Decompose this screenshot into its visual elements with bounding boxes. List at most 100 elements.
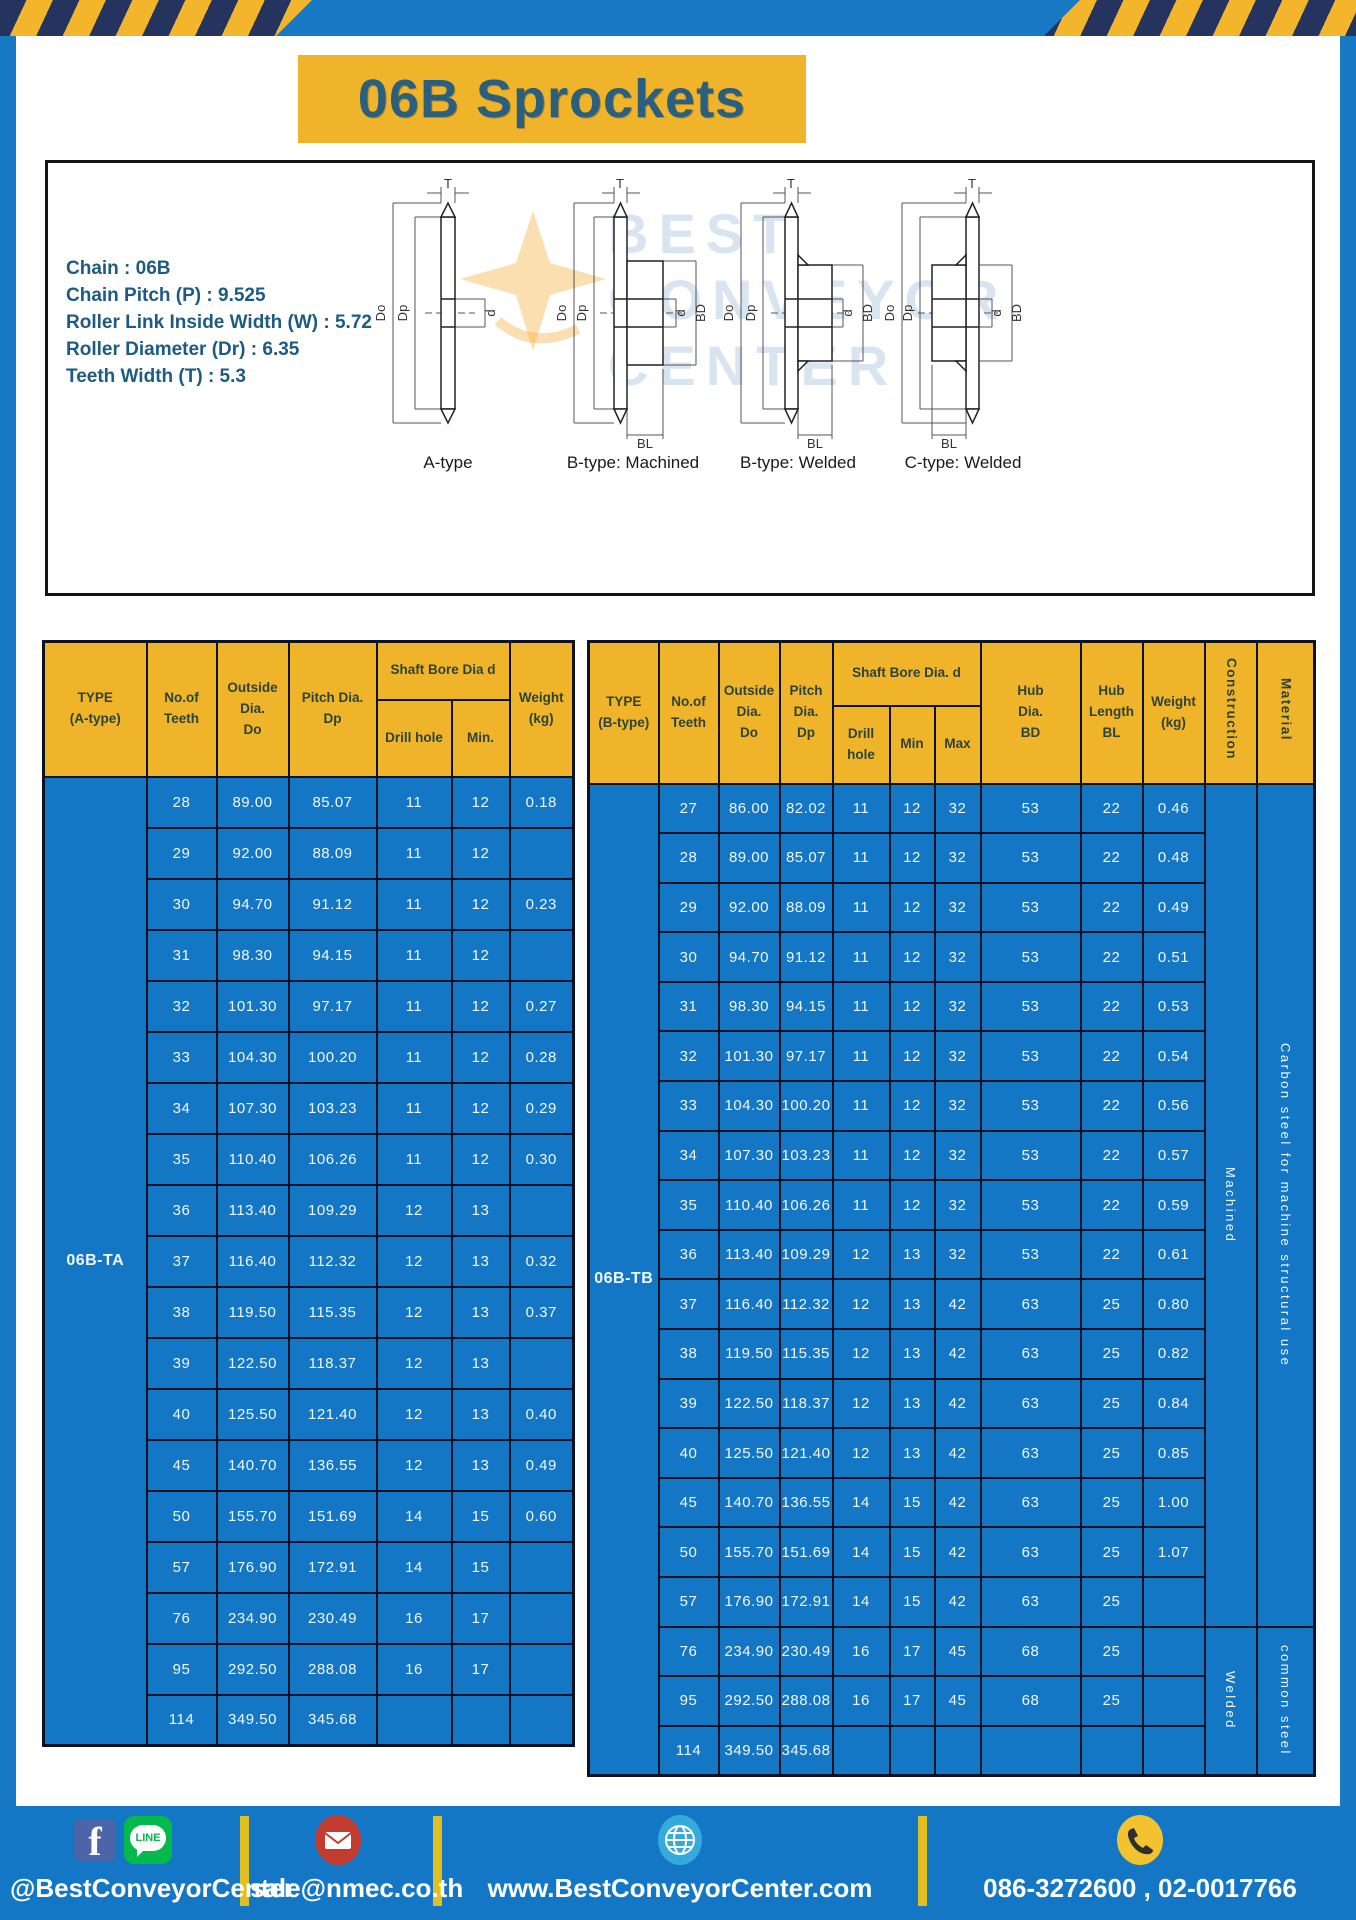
- cell-hub-dia: 68: [979, 1675, 1082, 1727]
- dim-label: d: [840, 309, 855, 316]
- cell-hub-dia: 53: [979, 980, 1082, 1033]
- table-row: 57 176.90 172.91 14 15 42 63 25: [589, 1576, 1315, 1628]
- spec-line: Chain : 06B: [66, 258, 171, 279]
- material-cell: Carbon steel for machine structural use: [1255, 782, 1316, 1628]
- cell-hub-dia: 53: [979, 1030, 1082, 1083]
- cell-pitch-dia: 100.20: [287, 1030, 378, 1084]
- cell-max: 42: [933, 1576, 982, 1628]
- cell-pitch-dia: 94.15: [778, 980, 834, 1033]
- cell-weight: 0.60: [508, 1489, 575, 1543]
- cell-min: 12: [888, 1179, 936, 1231]
- email-icon[interactable]: [313, 1815, 363, 1865]
- cell-teeth: 38: [657, 1328, 720, 1380]
- cell-pitch-dia: 106.26: [287, 1132, 378, 1186]
- cell-teeth: 34: [145, 1081, 218, 1135]
- footer-social-group[interactable]: f LINE @BestConveyorCenter: [10, 1812, 294, 1904]
- cell-weight: [508, 1693, 575, 1747]
- cell-pitch-dia: 85.07: [287, 775, 378, 829]
- cell-outside-dia: 89.00: [717, 832, 781, 884]
- table-row: 39 122.50 118.37 12 13 42 63 25 0.84: [589, 1377, 1315, 1430]
- cell-pitch-dia: 121.40: [778, 1427, 834, 1479]
- cell-weight: 0.30: [508, 1132, 575, 1186]
- line-icon[interactable]: LINE: [124, 1816, 172, 1864]
- cell-outside-dia: 140.70: [717, 1476, 781, 1529]
- cell-pitch-dia: 88.09: [778, 881, 834, 934]
- b-type-welded-drawing: T Do Dp d BD BL B-type: Welded: [713, 177, 883, 473]
- cell-max: 32: [933, 782, 982, 835]
- header-type: TYPE (A-type): [42, 640, 148, 778]
- cell-weight: 0.53: [1141, 980, 1206, 1033]
- cell-teeth: 31: [145, 928, 218, 982]
- cell-drill-hole: [375, 1693, 453, 1747]
- cell-min: 13: [888, 1328, 936, 1380]
- cell-hub-length: 25: [1079, 1328, 1144, 1380]
- cell-hub-length: 25: [1079, 1377, 1144, 1430]
- footer-website-group[interactable]: www.BestConveyorCenter.com: [460, 1812, 900, 1904]
- cell-pitch-dia: 91.12: [287, 877, 378, 931]
- cell-min: 15: [450, 1489, 511, 1543]
- cell-drill-hole: 11: [831, 1179, 891, 1231]
- header-outside-dia: Outside Dia. Do: [215, 640, 290, 778]
- website-url[interactable]: www.BestConveyorCenter.com: [487, 1873, 873, 1903]
- header-shaft-bore: Shaft Bore Dia. d: [831, 640, 982, 707]
- footer-email-group[interactable]: sale@nmec.co.th: [250, 1812, 464, 1904]
- dim-label: Dp: [395, 305, 410, 322]
- table-row: 29 92.00 88.09 11 12 32 53 22 0.49: [589, 881, 1315, 934]
- social-handle[interactable]: @BestConveyorCenter: [10, 1873, 294, 1903]
- cell-min: 12: [888, 1030, 936, 1083]
- table-row: 45 140.70 136.55 12 13 0.49: [44, 1438, 575, 1492]
- table-row: 35 110.40 106.26 11 12 0.30: [44, 1132, 575, 1186]
- cell-teeth: 27: [657, 782, 720, 835]
- cell-min: 12: [888, 1129, 936, 1182]
- table-row: 40 125.50 121.40 12 13 42 63 25 0.85: [589, 1427, 1315, 1479]
- spec-line: Teeth Width (T) : 5.3: [66, 366, 246, 387]
- cell-drill-hole: 14: [375, 1540, 453, 1594]
- cell-pitch-dia: 345.68: [778, 1724, 834, 1777]
- table-row: 30 94.70 91.12 11 12 0.23: [44, 877, 575, 931]
- cell-pitch-dia: 97.17: [778, 1030, 834, 1083]
- dim-label: d: [673, 309, 688, 316]
- table-row: 37 116.40 112.32 12 13 42 63 25 0.80: [589, 1278, 1315, 1331]
- cell-drill-hole: 12: [375, 1387, 453, 1441]
- cell-drill-hole: 12: [831, 1328, 891, 1380]
- cell-weight: 0.85: [1141, 1427, 1206, 1479]
- cell-outside-dia: 113.40: [215, 1183, 290, 1237]
- cell-min: 12: [450, 1030, 511, 1084]
- dim-label: Do: [721, 305, 736, 322]
- cell-teeth: 50: [657, 1526, 720, 1578]
- table-row: 35 110.40 106.26 11 12 32 53 22 0.59: [589, 1179, 1315, 1231]
- cell-min: 12: [450, 928, 511, 982]
- cell-min: 13: [450, 1234, 511, 1288]
- cell-outside-dia: 349.50: [717, 1724, 781, 1777]
- cell-weight: [508, 928, 575, 982]
- cell-hub-dia: 63: [979, 1427, 1082, 1479]
- cell-max: 32: [933, 1080, 982, 1132]
- title-banner: 06B Sprockets: [298, 55, 806, 143]
- cell-min: 13: [450, 1438, 511, 1492]
- facebook-icon[interactable]: f: [74, 1819, 116, 1861]
- cell-pitch-dia: 112.32: [287, 1234, 378, 1288]
- phone-icon[interactable]: [1115, 1815, 1165, 1865]
- cell-outside-dia: 98.30: [215, 928, 290, 982]
- cell-weight: 0.40: [508, 1387, 575, 1441]
- cell-drill-hole: 11: [831, 980, 891, 1033]
- table-row: 31 98.30 94.15 11 12 32 53 22 0.53: [589, 980, 1315, 1033]
- phone-numbers[interactable]: 086-3272600 , 02-0017766: [983, 1873, 1297, 1903]
- cell-weight: 1.00: [1141, 1476, 1206, 1529]
- cell-hub-length: 22: [1079, 832, 1144, 884]
- cell-drill-hole: 16: [375, 1642, 453, 1696]
- cell-weight: 0.49: [508, 1438, 575, 1492]
- cell-outside-dia: 107.30: [717, 1129, 781, 1182]
- table-row: 34 107.30 103.23 11 12 32 53 22 0.57: [589, 1129, 1315, 1182]
- cell-pitch-dia: 103.23: [778, 1129, 834, 1182]
- cell-pitch-dia: 151.69: [778, 1526, 834, 1578]
- table-row: 34 107.30 103.23 11 12 0.29: [44, 1081, 575, 1135]
- globe-icon[interactable]: [655, 1815, 705, 1865]
- cell-min: 13: [450, 1183, 511, 1237]
- footer-phone-group[interactable]: 086-3272600 , 02-0017766: [935, 1812, 1345, 1904]
- cell-outside-dia: 119.50: [717, 1328, 781, 1380]
- email-address[interactable]: sale@nmec.co.th: [250, 1873, 464, 1903]
- header-drill-hole: Drill hole: [831, 704, 891, 785]
- cell-weight: 0.84: [1141, 1377, 1206, 1430]
- cell-drill-hole: 14: [375, 1489, 453, 1543]
